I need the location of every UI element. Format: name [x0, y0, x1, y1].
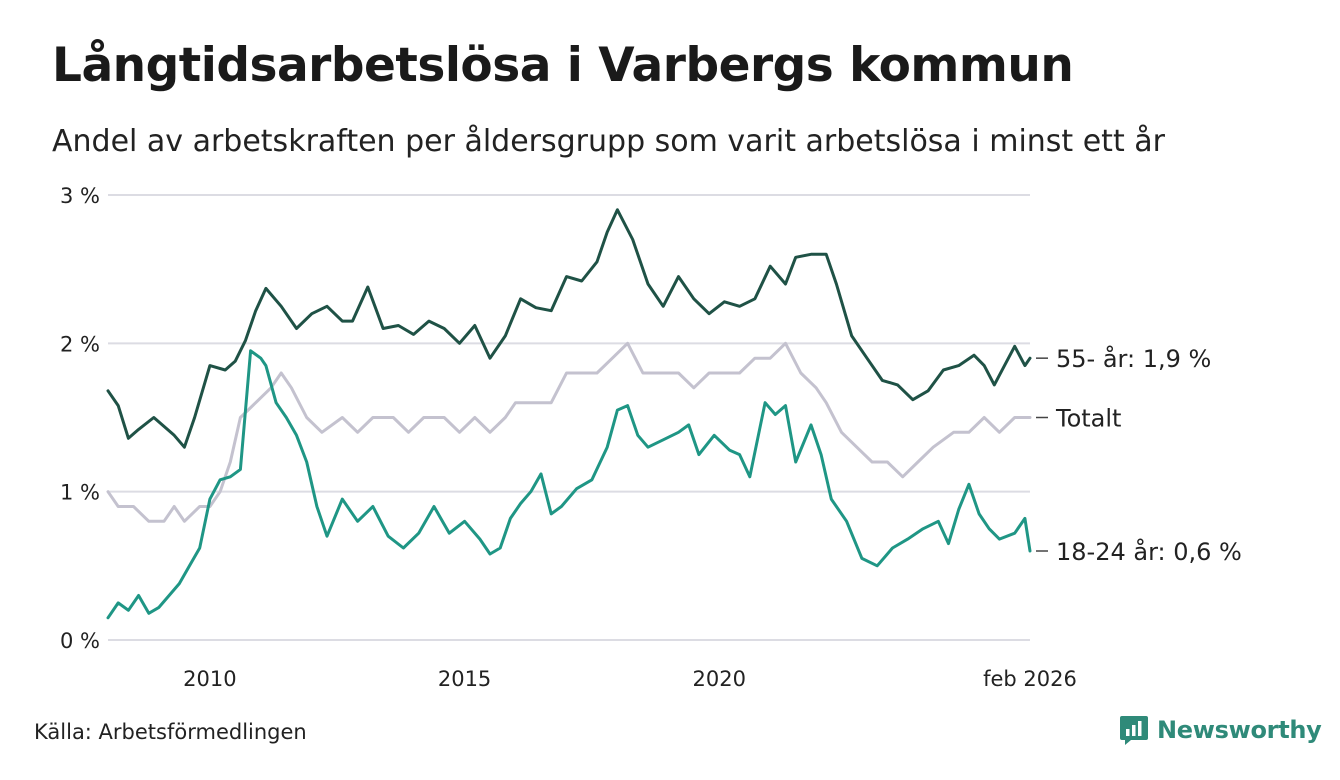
- chart-subtitle: Andel av arbetskraften per åldersgrupp s…: [52, 124, 1165, 159]
- newsworthy-logo-icon: [1120, 716, 1148, 745]
- series-end-label: 55- år: 1,9 %: [1056, 344, 1211, 373]
- y-tick-label: 1 %: [60, 481, 100, 505]
- series-lines: [106, 208, 1032, 620]
- x-tick-label: feb 2026: [983, 667, 1077, 691]
- series-line-55-r: [106, 208, 1032, 449]
- x-tick-label: 2010: [183, 667, 236, 691]
- brand-name: Newsworthy: [1157, 716, 1322, 744]
- series-end-label: 18-24 år: 0,6 %: [1056, 537, 1242, 566]
- gridlines: [108, 194, 1030, 641]
- source-note: Källa: Arbetsförmedlingen: [34, 720, 307, 744]
- chart-title: Långtidsarbetslösa i Varbergs kommun: [52, 38, 1074, 93]
- line-chart: 0 % 1 % 2 % 3 % 2010 2015 2020 feb 2026 55- år…: [60, 184, 1242, 691]
- y-tick-label: 0 %: [60, 629, 100, 653]
- series-end-label: Totalt: [1055, 405, 1121, 433]
- x-tick-label: 2015: [438, 667, 491, 691]
- series-line-18-24-r: [106, 349, 1032, 620]
- series-line-totalt: [106, 341, 1032, 523]
- y-axis-ticks: 0 % 1 % 2 % 3 %: [60, 184, 100, 653]
- y-tick-label: 3 %: [60, 184, 100, 208]
- x-tick-label: 2020: [693, 667, 746, 691]
- brand-logo: Newsworthy: [1119, 714, 1322, 746]
- y-tick-label: 2 %: [60, 332, 100, 356]
- series-end-labels: 55- år: 1,9 % Totalt 18-24 år: 0,6 %: [1036, 344, 1242, 566]
- x-axis-ticks: 2010 2015 2020 feb 2026: [183, 667, 1077, 691]
